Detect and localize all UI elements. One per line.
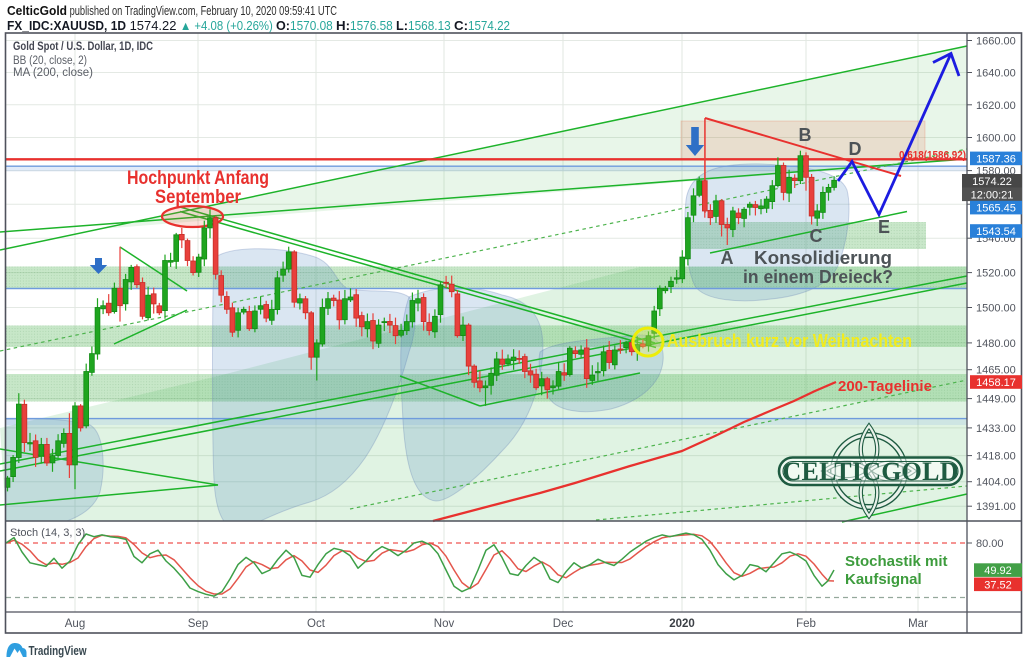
- svg-text:B: B: [799, 125, 812, 145]
- svg-text:D: D: [849, 139, 862, 159]
- svg-text:Mar: Mar: [908, 618, 928, 630]
- svg-text:MA (200, close): MA (200, close): [13, 67, 93, 79]
- svg-text:1565.45: 1565.45: [976, 203, 1016, 215]
- svg-text:E: E: [878, 217, 890, 237]
- svg-text:1500.00: 1500.00: [976, 303, 1016, 315]
- svg-text:Stochastik mit: Stochastik mit: [845, 553, 948, 570]
- svg-text:12:00:21: 12:00:21: [971, 189, 1014, 201]
- svg-text:1465.00: 1465.00: [976, 365, 1016, 377]
- svg-text:2020: 2020: [669, 618, 695, 630]
- svg-text:49.92: 49.92: [984, 565, 1012, 577]
- svg-text:1620.00: 1620.00: [976, 100, 1016, 112]
- svg-text:in einem Dreieck?: in einem Dreieck?: [743, 267, 893, 287]
- svg-text:1418.00: 1418.00: [976, 451, 1016, 463]
- svg-text:A: A: [721, 248, 734, 268]
- svg-text:1543.54: 1543.54: [976, 226, 1016, 238]
- svg-text:FX_IDC:XAUUSD, 1D 1574.22 ▲ +4: FX_IDC:XAUUSD, 1D 1574.22 ▲ +4.08 (+0.26…: [7, 19, 510, 33]
- svg-text:1433.00: 1433.00: [976, 423, 1016, 435]
- svg-text:Sep: Sep: [188, 618, 208, 630]
- svg-text:Aug: Aug: [65, 618, 85, 630]
- svg-text:1520.00: 1520.00: [976, 268, 1016, 280]
- svg-text:1587.36: 1587.36: [976, 153, 1016, 165]
- svg-text:Dec: Dec: [553, 618, 574, 630]
- svg-text:Stoch (14, 3, 3): Stoch (14, 3, 3): [10, 527, 85, 539]
- svg-text:1600.00: 1600.00: [976, 133, 1016, 145]
- svg-text:1660.00: 1660.00: [976, 36, 1016, 48]
- svg-text:1480.00: 1480.00: [976, 338, 1016, 350]
- svg-text:1404.00: 1404.00: [976, 477, 1016, 489]
- svg-text:200-Tagelinie: 200-Tagelinie: [838, 378, 932, 395]
- svg-text:Ausbruch kurz vor Weihnachten: Ausbruch kurz vor Weihnachten: [667, 331, 912, 351]
- svg-text:Konsolidierung: Konsolidierung: [754, 248, 892, 268]
- svg-text:Gold Spot / U.S. Dollar, 1D, I: Gold Spot / U.S. Dollar, 1D, IDC: [13, 41, 153, 53]
- svg-text:1458.17: 1458.17: [976, 377, 1016, 389]
- svg-text:37.52: 37.52: [984, 579, 1012, 591]
- svg-text:0.618(1586.92): 0.618(1586.92): [899, 150, 966, 162]
- svg-text:1640.00: 1640.00: [976, 68, 1016, 80]
- svg-text:September: September: [155, 187, 242, 208]
- svg-text:Feb: Feb: [796, 618, 816, 630]
- svg-text:1574.22: 1574.22: [972, 176, 1012, 188]
- svg-text:CelticGold published on Tradin: CelticGold published on TradingView.com,…: [7, 4, 337, 18]
- svg-text:1391.00: 1391.00: [976, 501, 1016, 513]
- svg-text:TradingView: TradingView: [29, 644, 87, 658]
- svg-text:Kaufsignal: Kaufsignal: [845, 571, 922, 588]
- svg-text:CELTICGOLD: CELTICGOLD: [783, 457, 959, 486]
- svg-text:BB (20, close, 2): BB (20, close, 2): [13, 55, 87, 67]
- svg-text:Hochpunkt Anfang: Hochpunkt Anfang: [127, 168, 269, 189]
- svg-text:1449.00: 1449.00: [976, 394, 1016, 406]
- svg-text:Oct: Oct: [307, 618, 326, 630]
- svg-text:Nov: Nov: [434, 618, 455, 630]
- svg-text:C: C: [810, 226, 823, 246]
- svg-text:80.00: 80.00: [976, 538, 1004, 550]
